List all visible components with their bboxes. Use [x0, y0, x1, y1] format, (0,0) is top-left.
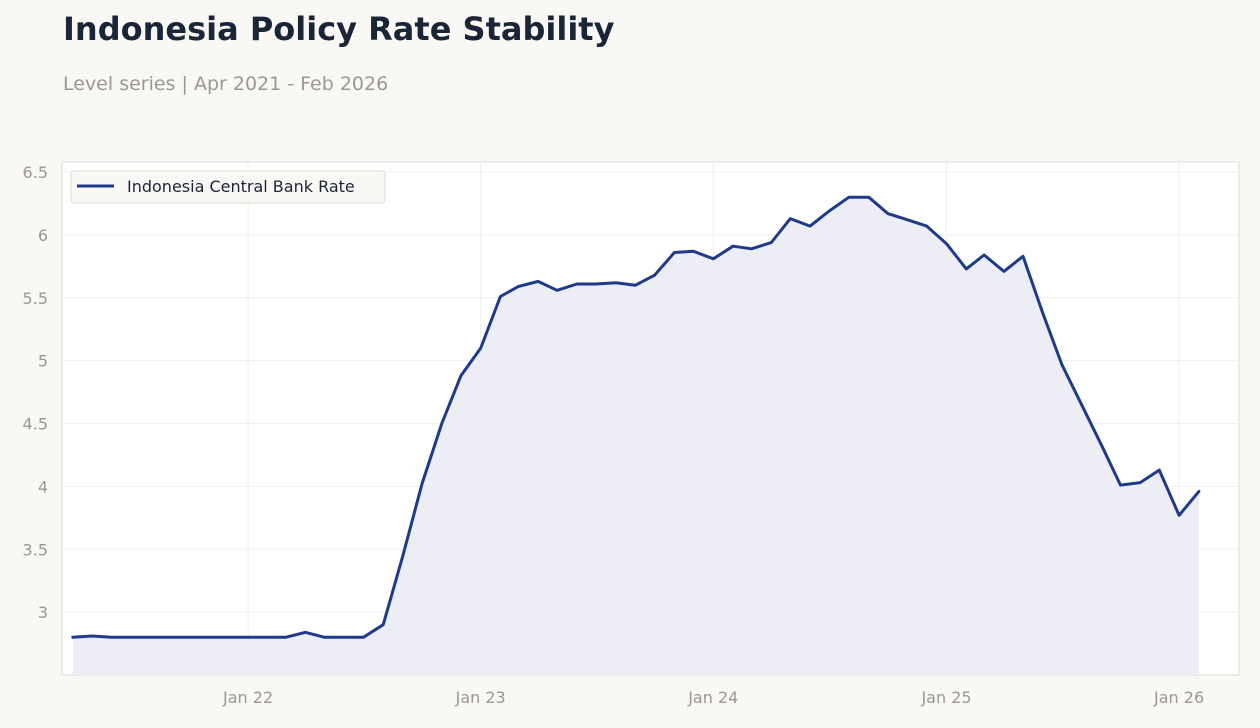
- y-tick-label: 6.5: [23, 163, 48, 182]
- chart-subtitle: Level series | Apr 2021 - Feb 2026: [63, 73, 389, 95]
- line-layer: [71, 195, 1201, 639]
- legend-label: Indonesia Central Bank Rate: [127, 177, 355, 196]
- y-axis: 3 3.5 4 4.5 5 5.5 6 6.5: [23, 163, 48, 622]
- x-tick-label: Jan 23: [455, 688, 506, 707]
- y-tick-label: 3: [38, 603, 48, 622]
- y-tick-label: 4.5: [23, 415, 48, 434]
- legend-box: [70, 170, 386, 204]
- y-tick-label: 4: [38, 477, 48, 496]
- y-tick-label: 5: [38, 352, 48, 371]
- y-tick-label: 3.5: [23, 540, 48, 559]
- series-line-indonesia-central-bank-rate: [71, 195, 1201, 639]
- x-axis: Jan 22 Jan 23 Jan 24 Jan 25 Jan 26: [222, 688, 1204, 707]
- x-tick-label: Jan 24: [687, 688, 738, 707]
- area-layer: [72, 197, 1199, 675]
- chart-title: Indonesia Policy Rate Stability: [63, 10, 615, 48]
- x-tick-label: Jan 22: [222, 688, 273, 707]
- y-tick-label: 6: [38, 226, 48, 245]
- series-area-fill: [72, 197, 1199, 675]
- y-tick-label: 5.5: [23, 289, 48, 308]
- x-tick-label: Jan 26: [1153, 688, 1204, 707]
- legend: Indonesia Central Bank Rate: [70, 170, 386, 204]
- x-tick-label: Jan 25: [920, 688, 971, 707]
